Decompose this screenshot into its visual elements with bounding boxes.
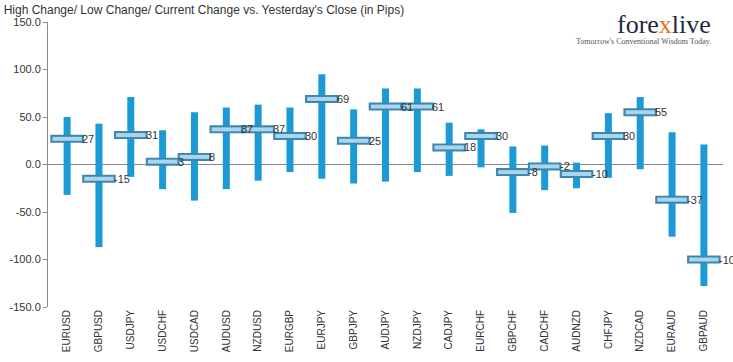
svg-text:-2: -2	[560, 160, 570, 172]
svg-text:EURUSD: EURUSD	[61, 310, 72, 352]
svg-text:-37: -37	[687, 194, 703, 206]
svg-text:USDJPY: USDJPY	[125, 310, 136, 350]
svg-text:EURGBP: EURGBP	[284, 310, 295, 353]
svg-text:NZDCAD: NZDCAD	[634, 310, 645, 352]
svg-text:High Change/ Low Change/ Curre: High Change/ Low Change/ Current Change …	[4, 3, 405, 17]
svg-text:GBPCHF: GBPCHF	[507, 310, 518, 352]
svg-text:AUDNZD: AUDNZD	[571, 310, 582, 352]
svg-text:NZDUSD: NZDUSD	[252, 310, 263, 352]
svg-text:30: 30	[623, 130, 635, 142]
svg-text:-10: -10	[592, 168, 608, 180]
svg-text:-50.0: -50.0	[16, 206, 41, 218]
svg-text:EURCHF: EURCHF	[475, 310, 486, 352]
svg-text:GBPJPY: GBPJPY	[348, 310, 359, 350]
svg-text:25: 25	[369, 135, 381, 147]
svg-text:27: 27	[82, 133, 94, 145]
svg-text:69: 69	[337, 93, 349, 105]
svg-text:EURAUD: EURAUD	[666, 310, 677, 352]
svg-text:50.0: 50.0	[19, 111, 40, 123]
svg-text:0.0: 0.0	[26, 158, 41, 170]
svg-text:30: 30	[305, 130, 317, 142]
svg-text:30: 30	[496, 130, 508, 142]
svg-text:100.0: 100.0	[13, 63, 41, 75]
svg-text:NZDJPY: NZDJPY	[412, 310, 423, 349]
svg-text:CHFJPY: CHFJPY	[603, 310, 614, 349]
svg-text:-8: -8	[528, 166, 538, 178]
svg-text:CADJPY: CADJPY	[443, 310, 454, 350]
svg-text:forexlive: forexlive	[617, 10, 711, 39]
svg-text:GBPAUD: GBPAUD	[698, 310, 709, 352]
svg-text:150.0: 150.0	[13, 16, 41, 28]
svg-text:CADCHF: CADCHF	[539, 310, 550, 352]
svg-text:GBPUSD: GBPUSD	[93, 310, 104, 352]
svg-text:55: 55	[655, 106, 667, 118]
svg-text:18: 18	[464, 141, 476, 153]
svg-text:AUDUSD: AUDUSD	[221, 310, 232, 352]
svg-text:31: 31	[146, 129, 158, 141]
svg-text:3: 3	[178, 156, 184, 168]
svg-text:USDCHF: USDCHF	[157, 310, 168, 352]
svg-text:37: 37	[241, 123, 253, 135]
svg-text:USDCAD: USDCAD	[189, 310, 200, 352]
svg-text:-15: -15	[114, 173, 130, 185]
svg-text:-100.0: -100.0	[10, 253, 41, 265]
svg-text:-150.0: -150.0	[10, 301, 41, 313]
svg-text:61: 61	[432, 101, 444, 113]
svg-text:61: 61	[401, 101, 413, 113]
svg-text:Tomorrow's Conventional Wisdom: Tomorrow's Conventional Wisdom Today.	[576, 37, 711, 46]
svg-text:EURJPY: EURJPY	[316, 310, 327, 350]
svg-text:37: 37	[273, 123, 285, 135]
svg-text:8: 8	[209, 151, 215, 163]
svg-text:-100: -100	[719, 254, 733, 266]
svg-text:AUDJPY: AUDJPY	[380, 310, 391, 350]
